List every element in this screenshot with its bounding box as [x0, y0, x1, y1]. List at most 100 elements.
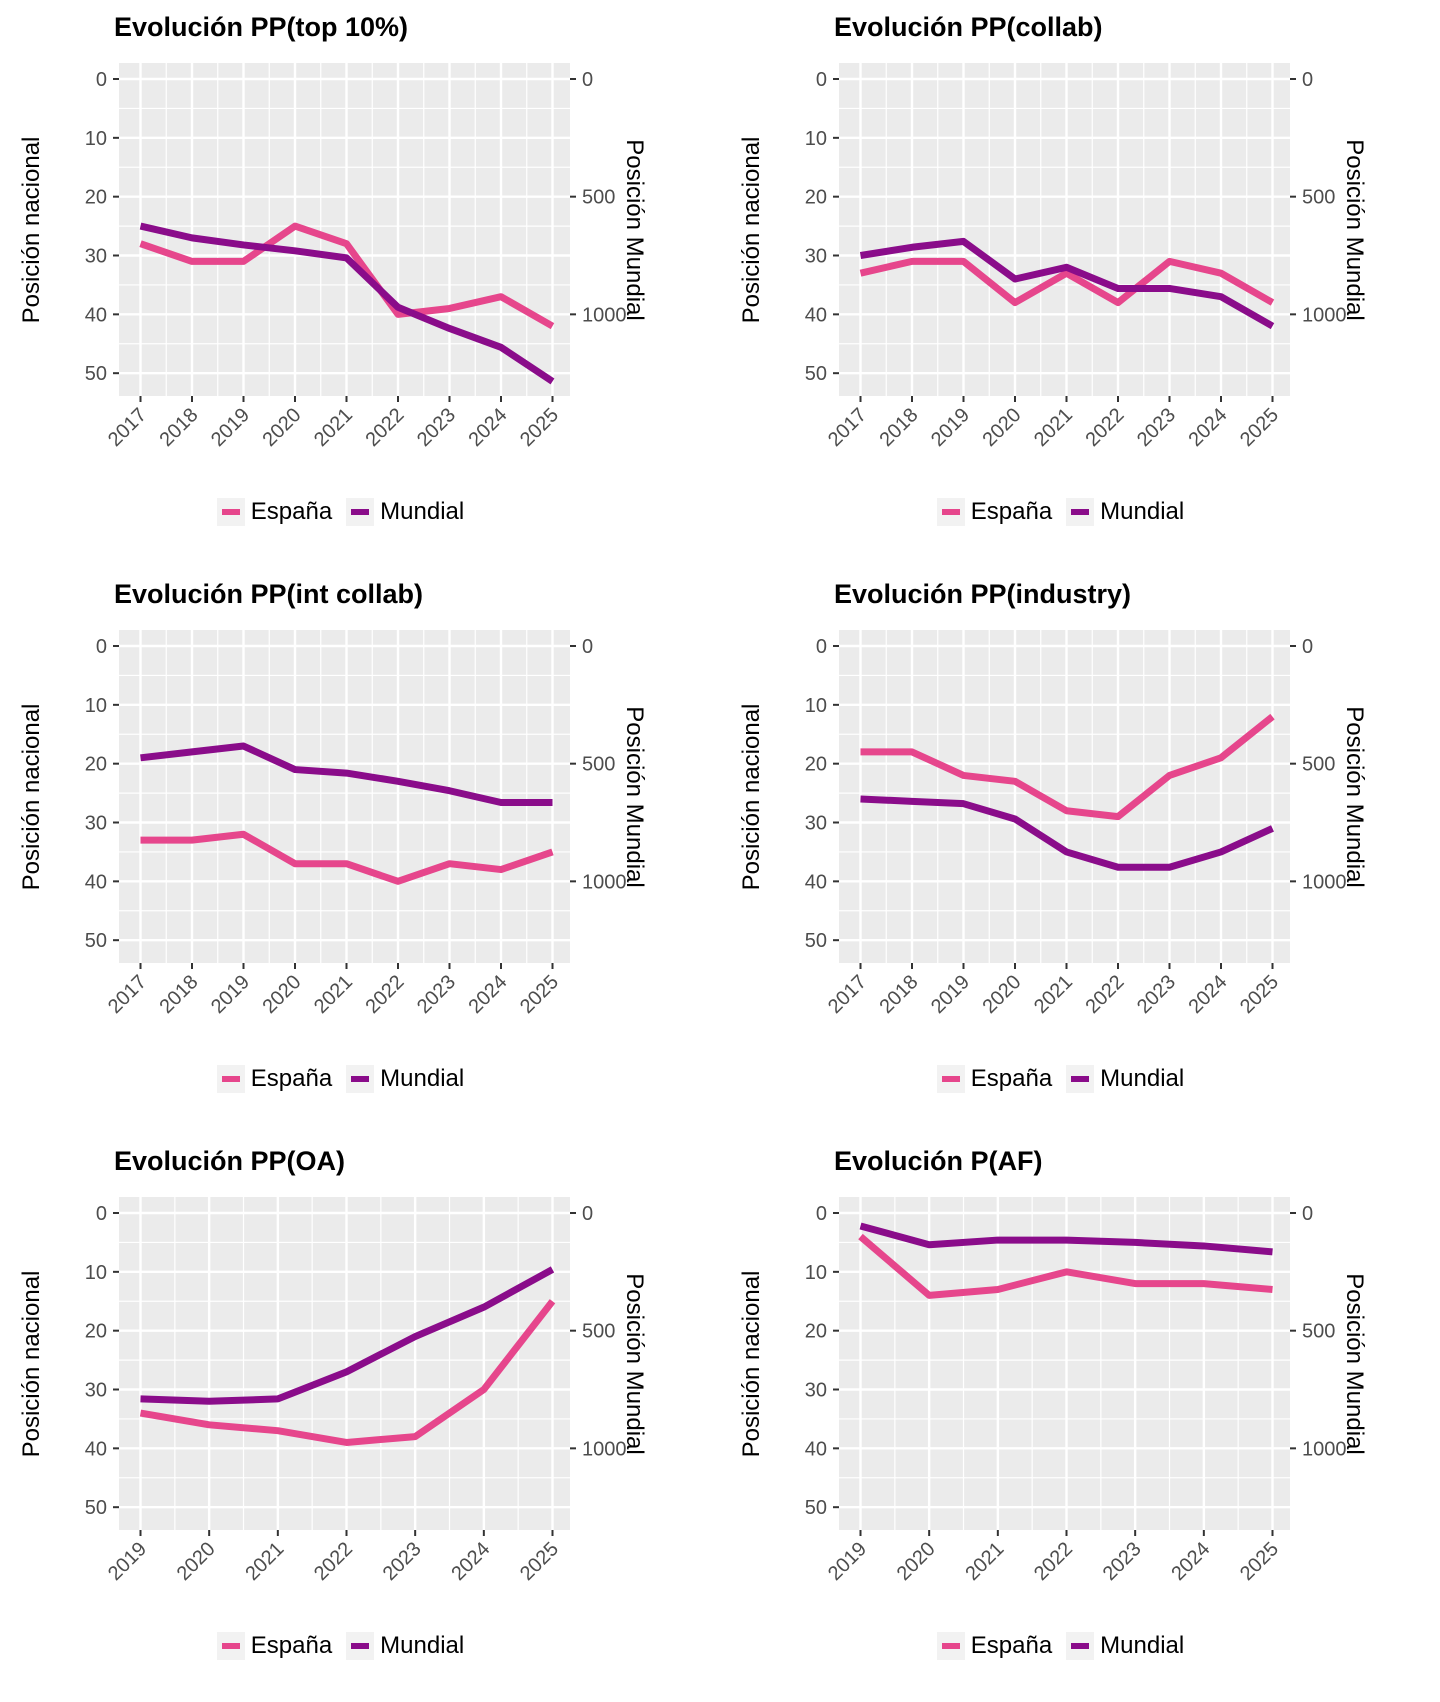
svg-text:10: 10: [805, 695, 827, 717]
legend: España Mundial: [839, 1065, 1290, 1093]
svg-text:40: 40: [85, 304, 107, 326]
legend-label-mundial: Mundial: [380, 498, 465, 525]
svg-text:2019: 2019: [207, 971, 254, 1018]
svg-text:2021: 2021: [1030, 404, 1077, 451]
chart-title: Evolución PP(top 10%): [114, 12, 409, 42]
espana-line-swatch: [941, 1076, 960, 1082]
svg-text:40: 40: [85, 871, 107, 893]
svg-text:0: 0: [582, 69, 593, 91]
svg-text:2022: 2022: [1082, 971, 1129, 1018]
svg-text:2020: 2020: [173, 1538, 220, 1585]
svg-text:20: 20: [85, 754, 107, 776]
svg-text:2020: 2020: [259, 971, 306, 1018]
svg-text:30: 30: [805, 246, 827, 268]
mundial-line-swatch: [351, 509, 370, 515]
svg-text:2023: 2023: [413, 971, 460, 1018]
chart-title: Evolución PP(OA): [114, 1146, 346, 1176]
legend-label-espana: España: [970, 1632, 1053, 1659]
svg-text:1000: 1000: [582, 871, 627, 893]
svg-text:20: 20: [805, 1321, 827, 1343]
svg-text:2021: 2021: [241, 1538, 288, 1585]
espana-line-swatch: [221, 1076, 240, 1082]
svg-text:2025: 2025: [516, 404, 563, 451]
svg-text:2018: 2018: [156, 971, 203, 1018]
svg-text:2020: 2020: [979, 971, 1026, 1018]
chart-title: Evolución PP(collab): [834, 12, 1103, 42]
svg-text:0: 0: [1302, 69, 1313, 91]
legend-label-mundial: Mundial: [380, 1632, 465, 1659]
svg-text:2022: 2022: [362, 404, 409, 451]
svg-text:2024: 2024: [465, 404, 512, 451]
legend-label-espana: España: [250, 1065, 333, 1092]
legend-key-espana: [936, 498, 965, 526]
chart-cell-p-af: Evolución P(AF) Posición nacional Posici…: [720, 1134, 1440, 1702]
svg-text:2024: 2024: [1185, 971, 1232, 1018]
svg-text:2025: 2025: [516, 971, 563, 1018]
legend-label-mundial: Mundial: [1100, 1065, 1185, 1092]
svg-text:0: 0: [96, 69, 107, 91]
svg-text:500: 500: [1302, 1321, 1335, 1343]
svg-text:20: 20: [85, 1321, 107, 1343]
legend-label-espana: España: [250, 498, 333, 525]
mundial-line-swatch: [351, 1643, 370, 1649]
svg-text:2025: 2025: [1236, 971, 1283, 1018]
svg-text:40: 40: [805, 1438, 827, 1460]
svg-text:10: 10: [85, 1262, 107, 1284]
svg-text:2022: 2022: [362, 971, 409, 1018]
chart-cell-pp-top10: Evolución PP(top 10%) Posición nacional …: [0, 0, 720, 567]
svg-text:2018: 2018: [876, 971, 923, 1018]
svg-text:2021: 2021: [961, 1538, 1008, 1585]
svg-text:500: 500: [1302, 187, 1335, 209]
legend-key-mundial: [346, 498, 375, 526]
svg-text:50: 50: [85, 363, 107, 385]
legend-key-mundial: [1066, 1065, 1095, 1093]
svg-text:0: 0: [816, 1203, 827, 1225]
chart-cell-pp-int-collab: Evolución PP(int collab) Posición nacion…: [0, 567, 720, 1134]
svg-text:2025: 2025: [516, 1538, 563, 1585]
svg-text:30: 30: [85, 246, 107, 268]
svg-text:0: 0: [1302, 636, 1313, 658]
svg-text:2021: 2021: [310, 971, 357, 1018]
svg-text:2023: 2023: [413, 404, 460, 451]
svg-text:1000: 1000: [582, 1438, 627, 1460]
svg-text:2025: 2025: [1236, 404, 1283, 451]
svg-text:2018: 2018: [156, 404, 203, 451]
svg-text:0: 0: [816, 69, 827, 91]
svg-text:50: 50: [805, 363, 827, 385]
legend: España Mundial: [839, 498, 1290, 526]
svg-text:2019: 2019: [207, 404, 254, 451]
svg-text:20: 20: [85, 187, 107, 209]
svg-text:0: 0: [582, 636, 593, 658]
svg-text:30: 30: [805, 1380, 827, 1402]
legend-key-mundial: [1066, 1632, 1095, 1660]
svg-text:2025: 2025: [1236, 1538, 1283, 1585]
svg-text:2021: 2021: [310, 404, 357, 451]
chart-cell-pp-industry: Evolución PP(industry) Posición nacional…: [720, 567, 1440, 1134]
svg-text:40: 40: [805, 304, 827, 326]
svg-text:2018: 2018: [876, 404, 923, 451]
svg-text:2019: 2019: [824, 1538, 871, 1585]
svg-text:500: 500: [582, 187, 615, 209]
svg-text:2020: 2020: [259, 404, 306, 451]
svg-text:2017: 2017: [824, 404, 871, 451]
svg-text:0: 0: [96, 1203, 107, 1225]
legend-label-espana: España: [970, 1065, 1053, 1092]
mundial-line-swatch: [1071, 509, 1090, 515]
svg-text:50: 50: [805, 930, 827, 952]
svg-text:2017: 2017: [104, 404, 151, 451]
mundial-line-swatch: [351, 1076, 370, 1082]
svg-text:2019: 2019: [104, 1538, 151, 1585]
svg-text:2024: 2024: [447, 1538, 494, 1585]
svg-text:0: 0: [816, 636, 827, 658]
legend-label-mundial: Mundial: [1100, 1632, 1185, 1659]
espana-line-swatch: [221, 509, 240, 515]
svg-text:50: 50: [85, 1497, 107, 1519]
legend: España Mundial: [119, 1065, 570, 1093]
svg-text:2023: 2023: [1133, 404, 1180, 451]
legend: España Mundial: [119, 498, 570, 526]
svg-text:2020: 2020: [979, 404, 1026, 451]
svg-text:2023: 2023: [1099, 1538, 1146, 1585]
legend-label-espana: España: [250, 1632, 333, 1659]
